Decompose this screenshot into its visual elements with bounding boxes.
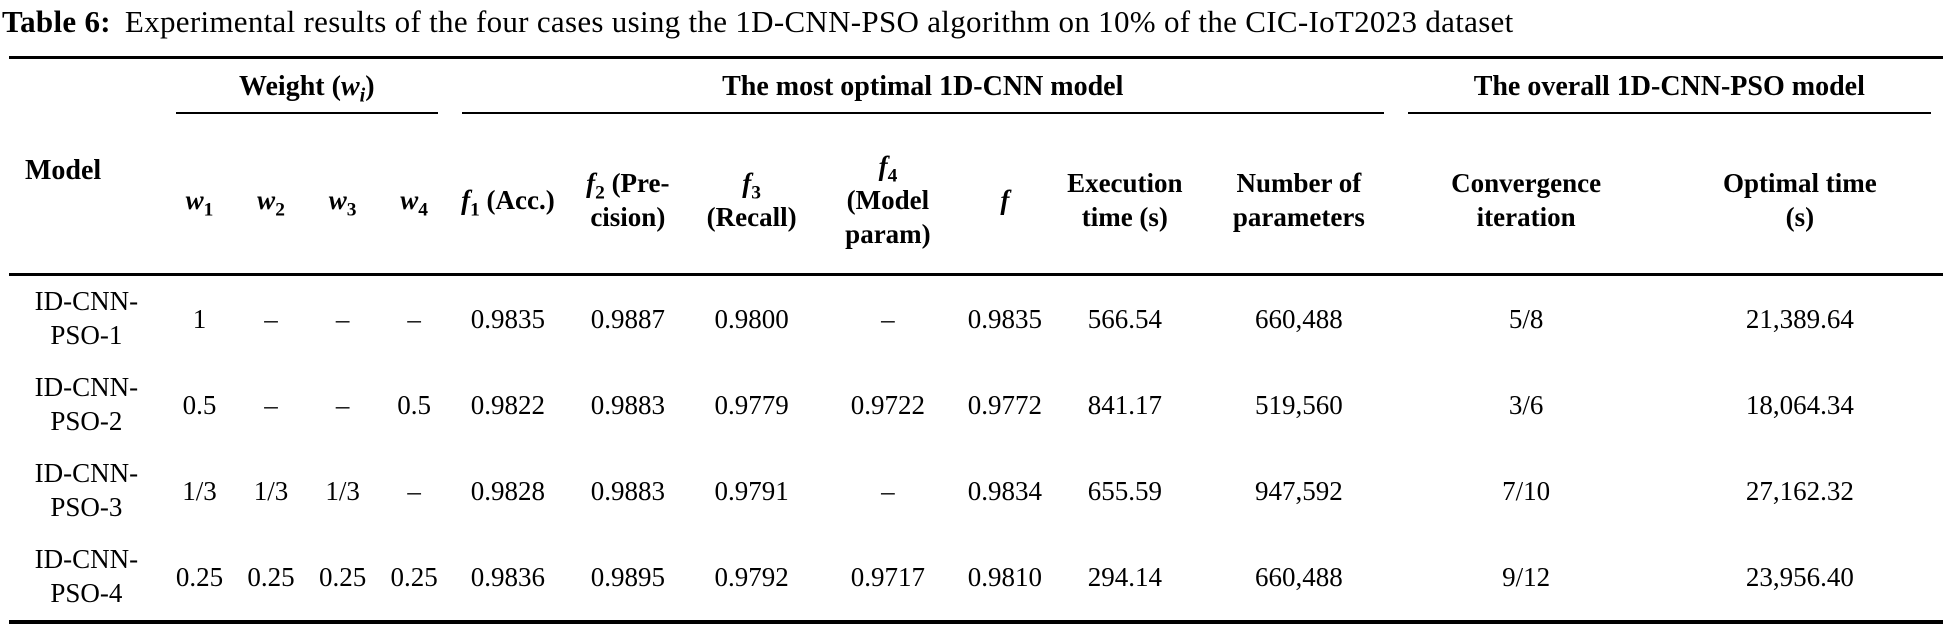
cell-f2: 0.9895 bbox=[590, 561, 665, 592]
cell-convergence-iteration: 3/6 bbox=[1508, 389, 1544, 420]
cell-f1: 0.9822 bbox=[470, 389, 546, 420]
table-row-3: ID-CNN- PSO-3 1/3 1/3 1/3 – 0.9828 0.9883… bbox=[9, 448, 1943, 534]
group-header-overall-pso-label: The overall 1D-CNN-PSO model bbox=[1407, 71, 1931, 114]
cell-w2: – bbox=[264, 303, 278, 334]
cell-f1: 0.9836 bbox=[470, 561, 546, 592]
col-header-optimal-time: Optimal time (s) bbox=[1722, 168, 1877, 232]
cell-optimal-time: 27,162.32 bbox=[1745, 475, 1854, 506]
col-header-convergence-iteration: Convergence iteration bbox=[1451, 168, 1602, 232]
col-header-f4: f4 (Model param) bbox=[845, 151, 931, 249]
cell-execution-time: 655.59 bbox=[1087, 475, 1162, 506]
cell-w3: 0.25 bbox=[318, 561, 367, 592]
results-table: Model Weight (wi) The most optimal 1D-CN… bbox=[9, 56, 1943, 624]
cell-num-parameters: 947,592 bbox=[1255, 475, 1343, 506]
cell-w3: – bbox=[335, 389, 350, 420]
cell-convergence-iteration: 9/12 bbox=[1502, 561, 1551, 592]
cell-f1: 0.9828 bbox=[470, 475, 546, 506]
col-header-model: Model bbox=[9, 58, 164, 275]
table-row-2: ID-CNN- PSO-2 0.5 – – 0.5 0.9822 0.9883 0… bbox=[9, 362, 1943, 448]
cell-w1: 0.5 bbox=[182, 389, 217, 420]
group-header-row: Model Weight (wi) The most optimal 1D-CN… bbox=[9, 58, 1943, 186]
cell-w4: – bbox=[407, 475, 421, 506]
col-header-f2: f2 (Pre- cision) bbox=[586, 168, 670, 232]
group-header-overall-pso: The overall 1D-CNN-PSO model bbox=[1396, 58, 1943, 130]
cell-f2: 0.9883 bbox=[590, 389, 665, 420]
cell-w2: 1/3 bbox=[253, 475, 289, 506]
group-header-optimal-cnn-label: The most optimal 1D-CNN model bbox=[461, 71, 1384, 114]
cell-f2: 0.9887 bbox=[590, 303, 665, 334]
cell-model: ID-CNN- PSO-1 bbox=[34, 286, 139, 350]
cell-f3: 0.9791 bbox=[714, 475, 789, 506]
cell-f: 0.9834 bbox=[967, 475, 1043, 506]
cell-w3: 1/3 bbox=[325, 475, 360, 506]
cell-f1: 0.9835 bbox=[470, 303, 546, 334]
cell-w4: 0.5 bbox=[397, 389, 431, 420]
cell-f3: 0.9779 bbox=[714, 389, 789, 420]
group-header-weight-label: Weight (wi) bbox=[175, 71, 438, 114]
cell-convergence-iteration: 7/10 bbox=[1502, 475, 1551, 506]
cell-w2: 0.25 bbox=[247, 561, 295, 592]
cell-model: ID-CNN- PSO-2 bbox=[34, 372, 139, 436]
cell-f: 0.9835 bbox=[967, 303, 1043, 334]
sub-header-row: w1 w2 w3 w4 f1 (Acc.) f2 (Pre- cision) f… bbox=[9, 129, 1943, 275]
col-header-w1: w1 bbox=[185, 185, 214, 221]
cell-f: 0.9810 bbox=[967, 561, 1043, 592]
cell-f2: 0.9883 bbox=[590, 475, 665, 506]
model-label: Model bbox=[25, 155, 102, 186]
cell-w2: – bbox=[264, 389, 278, 420]
cell-execution-time: 294.14 bbox=[1087, 561, 1162, 592]
cell-convergence-iteration: 5/8 bbox=[1508, 303, 1544, 334]
cell-f4: 0.9717 bbox=[850, 561, 926, 592]
cell-w1: 1 bbox=[192, 303, 207, 334]
cell-w3: – bbox=[335, 303, 350, 334]
cell-f3: 0.9792 bbox=[714, 561, 789, 592]
col-header-w2: w2 bbox=[257, 185, 285, 221]
cell-w1: 1/3 bbox=[182, 475, 217, 506]
cell-model: ID-CNN- PSO-4 bbox=[34, 544, 139, 608]
group-header-optimal-cnn: The most optimal 1D-CNN model bbox=[450, 58, 1396, 130]
cell-optimal-time: 18,064.34 bbox=[1745, 389, 1854, 420]
table-row-4: ID-CNN- PSO-4 0.25 0.25 0.25 0.25 0.9836 … bbox=[9, 534, 1943, 622]
cell-execution-time: 566.54 bbox=[1087, 303, 1162, 334]
cell-w4: 0.25 bbox=[390, 561, 438, 592]
col-header-num-parameters: Number of parameters bbox=[1232, 168, 1365, 232]
cell-model: ID-CNN- PSO-3 bbox=[34, 458, 139, 522]
group-header-weight: Weight (wi) bbox=[164, 58, 450, 130]
cell-f4: – bbox=[881, 475, 895, 506]
col-header-execution-time: Execution time (s) bbox=[1067, 168, 1183, 232]
cell-optimal-time: 23,956.40 bbox=[1745, 561, 1854, 592]
cell-w4: – bbox=[407, 303, 421, 334]
col-header-f3: f3 (Recall) bbox=[706, 168, 797, 232]
cell-optimal-time: 21,389.64 bbox=[1745, 303, 1854, 334]
cell-num-parameters: 660,488 bbox=[1255, 561, 1343, 592]
cell-f4: 0.9722 bbox=[850, 389, 926, 420]
cell-execution-time: 841.17 bbox=[1087, 389, 1162, 420]
cell-f3: 0.9800 bbox=[714, 303, 789, 334]
table-row-1: ID-CNN- PSO-1 1 – – – 0.9835 0.9887 0.980… bbox=[9, 275, 1943, 363]
caption-text: Experimental results of the four cases u… bbox=[124, 4, 1514, 39]
cell-num-parameters: 660,488 bbox=[1255, 303, 1343, 334]
col-header-w4: w4 bbox=[400, 185, 428, 221]
table-caption: Table 6: Experimental results of the four… bbox=[0, 0, 1951, 40]
cell-f: 0.9772 bbox=[967, 389, 1043, 420]
caption-label: Table 6: bbox=[2, 4, 111, 39]
cell-f4: – bbox=[881, 303, 895, 334]
col-header-w3: w3 bbox=[328, 185, 357, 221]
cell-num-parameters: 519,560 bbox=[1255, 389, 1343, 420]
cell-w1: 0.25 bbox=[175, 561, 224, 592]
col-header-f1: f1 (Acc.) bbox=[461, 185, 555, 221]
col-header-f: f bbox=[1000, 185, 1010, 216]
